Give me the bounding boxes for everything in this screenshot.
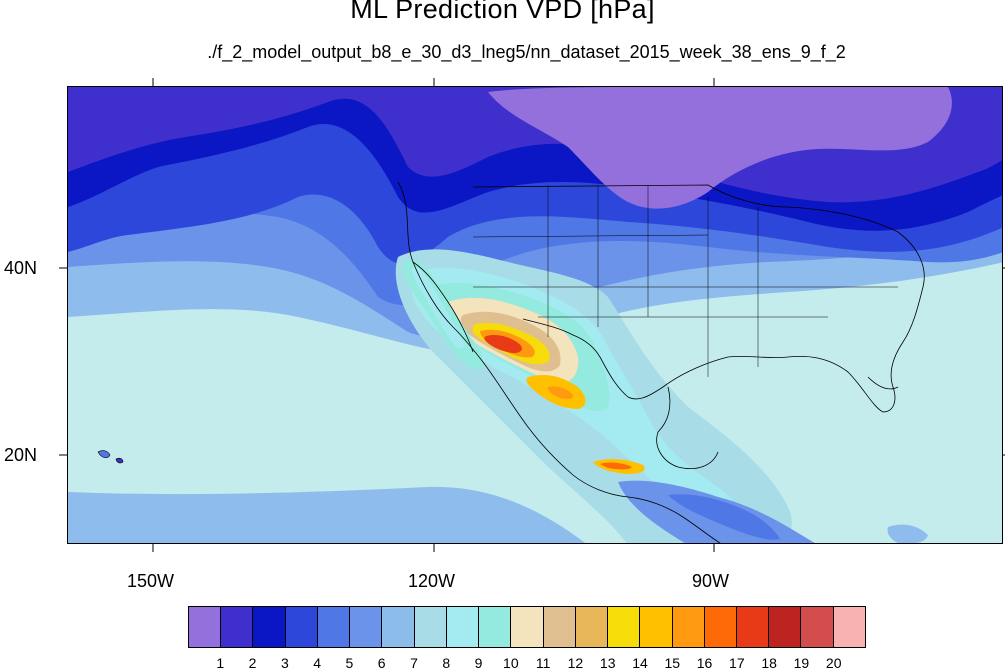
colorbar-label: 19	[793, 655, 810, 671]
lon-label-90w: 90W	[692, 571, 730, 591]
colorbar-label: 13	[599, 655, 616, 671]
colorbar-label: 2	[248, 655, 257, 671]
colorbar-label: 6	[377, 655, 386, 671]
colorbar-label: 12	[567, 655, 584, 671]
colorbar-swatch	[511, 607, 544, 647]
colorbar-label: 9	[474, 655, 483, 671]
colorbar-swatch	[640, 607, 673, 647]
colorbar-label: 5	[345, 655, 354, 671]
colorbar-label: 4	[313, 655, 322, 671]
colorbar-label: 15	[664, 655, 681, 671]
colorbar-swatch	[801, 607, 834, 647]
colorbar-label: 8	[442, 655, 451, 671]
colorbar-swatch	[221, 607, 254, 647]
colorbar-label: 20	[825, 655, 842, 671]
colorbar-swatch	[382, 607, 415, 647]
colorbar-swatch	[704, 607, 737, 647]
colorbar-swatch	[833, 607, 865, 647]
colorbar-swatch	[414, 607, 447, 647]
vpd-map	[67, 86, 1003, 544]
colorbar-label: 14	[632, 655, 648, 671]
lon-label-150w: 150W	[127, 571, 175, 591]
colorbar	[188, 606, 866, 648]
colorbar-label: 16	[696, 655, 713, 671]
colorbar-swatch	[479, 607, 512, 647]
colorbar-label: 1	[216, 655, 225, 671]
colorbar-label: 18	[761, 655, 777, 671]
colorbar-swatch	[446, 607, 480, 647]
colorbar-swatch	[543, 607, 576, 647]
colorbar-label: 11	[535, 655, 551, 671]
lon-label-120w: 120W	[408, 571, 456, 591]
colorbar-swatch	[608, 607, 641, 647]
colorbar-swatch	[575, 607, 609, 647]
colorbar-swatch	[253, 607, 286, 647]
colorbar-swatch	[736, 607, 770, 647]
vpd-contour-field	[68, 87, 1002, 543]
lat-label-40n: 40N	[4, 258, 38, 278]
colorbar-label: 7	[410, 655, 418, 671]
colorbar-swatch	[317, 607, 351, 647]
lat-label-20n: 20N	[4, 445, 38, 465]
colorbar-swatch	[189, 607, 222, 647]
map-title: ML Prediction VPD [hPa]	[350, 0, 655, 24]
map-subtitle: ./f_2_model_output_b8_e_30_d3_lneg5/nn_d…	[207, 42, 846, 62]
colorbar-label: 17	[729, 655, 745, 671]
colorbar-swatch	[672, 607, 705, 647]
colorbar-swatch	[285, 607, 318, 647]
colorbar-label: 3	[280, 655, 289, 671]
colorbar-label: 10	[503, 655, 519, 671]
colorbar-swatch	[769, 607, 802, 647]
colorbar-swatch	[350, 607, 383, 647]
